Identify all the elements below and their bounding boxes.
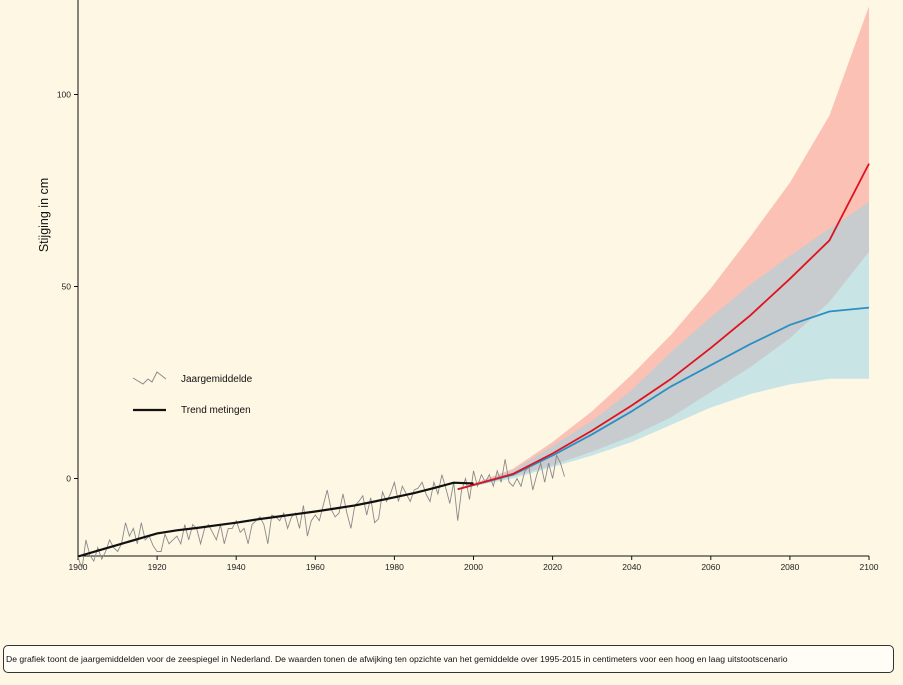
- x-tick-label: 1980: [385, 562, 404, 572]
- x-ticks: 1900 1920 1940 1960 1980 2000 2020 2040 2060 2080…: [69, 556, 879, 572]
- legend-label-annual: Jaargemiddelde: [181, 374, 253, 385]
- scenario-bands: [457, 6, 869, 490]
- x-tick-label: 2020: [543, 562, 562, 572]
- x-tick-label: 1900: [69, 562, 88, 572]
- annual-mean-line: [77, 454, 565, 569]
- low-scenario-band: [457, 202, 869, 490]
- sea-level-chart: 1900 1920 1940 1960 1980 2000 2020 2040 2060 2080…: [37, 0, 879, 572]
- x-tick-label: 2060: [701, 562, 720, 572]
- y-tick-label: 100: [57, 90, 71, 100]
- legend-annual-swatch: [132, 371, 167, 385]
- trend-line: [77, 481, 474, 558]
- data-lines: [77, 163, 870, 569]
- legend-label-trend: Trend metingen: [181, 405, 251, 416]
- x-tick-label: 1960: [306, 562, 325, 572]
- x-tick-label: 2000: [464, 562, 483, 572]
- x-tick-label: 2100: [860, 562, 879, 572]
- y-axis-title: Stijging in cm: [37, 178, 51, 252]
- x-tick-label: 1920: [148, 562, 167, 572]
- chart-caption: De grafiek toont de jaargemiddelden voor…: [3, 645, 894, 673]
- legend: Jaargemiddelde Trend metingen: [132, 371, 253, 416]
- low-scenario-line: [457, 306, 870, 491]
- x-tick-label: 2040: [622, 562, 641, 572]
- y-tick-label: 0: [66, 474, 71, 484]
- x-tick-label: 2080: [780, 562, 799, 572]
- high-scenario-line: [457, 163, 870, 491]
- y-ticks: 0 50 100: [57, 90, 78, 484]
- x-tick-label: 1940: [227, 562, 246, 572]
- y-tick-label: 50: [62, 282, 72, 292]
